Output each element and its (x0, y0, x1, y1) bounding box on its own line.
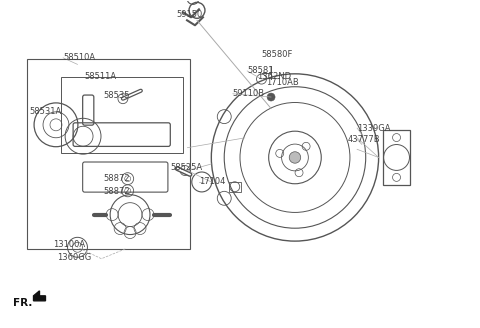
Text: 1339GA: 1339GA (357, 124, 391, 133)
Text: 58531A: 58531A (30, 107, 62, 116)
Bar (61, 77, 183, 153)
Text: 17104: 17104 (199, 177, 226, 186)
Text: 1362ND: 1362ND (257, 72, 291, 81)
Bar (27, 59, 190, 249)
Text: 58510A: 58510A (63, 53, 95, 62)
Text: 59150: 59150 (177, 10, 203, 19)
Bar (383, 130, 410, 185)
Text: 58872: 58872 (104, 174, 131, 183)
Text: 1710AB: 1710AB (266, 78, 299, 87)
Text: 58872: 58872 (104, 187, 131, 196)
Circle shape (289, 152, 300, 163)
Text: 58581: 58581 (247, 66, 274, 75)
Bar (229, 182, 240, 192)
Polygon shape (34, 291, 46, 301)
Text: 58511A: 58511A (84, 72, 117, 81)
Text: 58580F: 58580F (262, 50, 293, 59)
Text: FR.: FR. (13, 298, 32, 308)
Circle shape (267, 93, 275, 101)
Text: 1360GG: 1360GG (58, 253, 92, 262)
Text: 58525A: 58525A (171, 163, 203, 172)
Text: 43777B: 43777B (348, 135, 380, 144)
Text: 13100A: 13100A (54, 239, 86, 249)
Text: 58535: 58535 (104, 91, 130, 100)
Text: 59110B: 59110B (233, 89, 265, 98)
